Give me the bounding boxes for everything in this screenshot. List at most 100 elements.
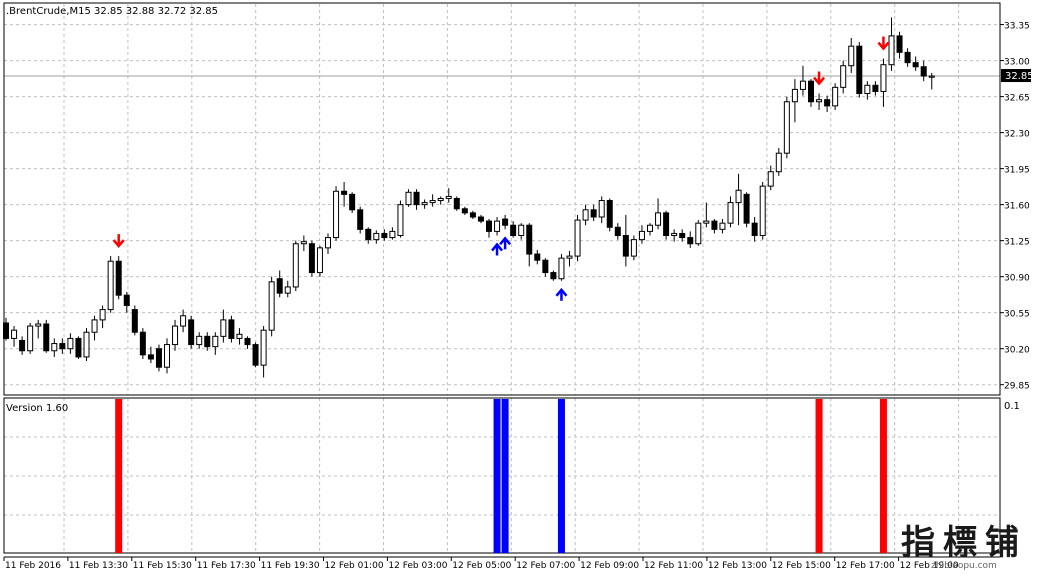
candle	[236, 328, 243, 345]
candle-body	[268, 281, 275, 331]
candle-body	[864, 84, 871, 95]
candle	[333, 186, 340, 241]
candle	[123, 292, 130, 313]
candle	[83, 328, 90, 362]
candle	[791, 79, 798, 123]
candle-body	[703, 220, 710, 224]
candle-body	[904, 51, 911, 64]
candle	[35, 319, 42, 339]
candle	[365, 227, 372, 244]
candle-body	[180, 315, 187, 327]
candle	[445, 188, 452, 203]
candle	[188, 315, 195, 349]
candles	[3, 17, 935, 378]
candle-body	[59, 343, 66, 350]
candle	[799, 65, 806, 96]
candle-body	[115, 260, 122, 296]
candle-body	[912, 62, 919, 68]
buy-signal-bar	[493, 399, 501, 553]
candle	[687, 231, 694, 248]
buy-arrow-icon	[491, 242, 504, 256]
candle	[75, 336, 82, 359]
price-tick-label: 31.60	[1004, 202, 1030, 212]
price-tick-label: 30.55	[1004, 310, 1030, 320]
candle	[204, 332, 211, 351]
candle-body	[236, 333, 243, 339]
candle-body	[928, 75, 935, 78]
candle	[816, 93, 823, 110]
candle-body	[655, 212, 662, 226]
candle-body	[783, 101, 790, 154]
candle-body	[799, 80, 806, 90]
candle-body	[405, 191, 412, 206]
time-tick-label: 12 Feb 03:00	[388, 561, 447, 571]
candle-body	[341, 190, 348, 195]
candle	[856, 42, 863, 98]
time-tick-label: 12 Feb 11:00	[644, 561, 703, 571]
candle	[461, 206, 468, 215]
price-tick-label: 30.20	[1004, 346, 1030, 356]
candle-body	[445, 195, 452, 199]
candle-body	[453, 197, 460, 210]
candle	[832, 83, 839, 110]
candle	[614, 223, 621, 240]
candle-body	[614, 226, 621, 237]
candle	[743, 192, 750, 228]
time-tick-label: 12 Feb 09:00	[580, 561, 639, 571]
time-tick-label: 11 Feb 17:30	[197, 561, 256, 571]
candle-body	[775, 152, 782, 173]
candle	[502, 214, 509, 230]
candle	[421, 199, 428, 209]
candle-body	[172, 325, 179, 346]
candle-body	[920, 66, 927, 77]
candle	[759, 182, 766, 240]
buy-arrow-icon	[499, 236, 512, 250]
candle	[429, 194, 436, 207]
candle-body	[735, 189, 742, 204]
candle	[630, 235, 637, 261]
candle-body	[220, 319, 227, 337]
candle-body	[598, 200, 605, 218]
candle	[51, 338, 58, 357]
candle-body	[824, 99, 831, 107]
candle	[558, 254, 565, 281]
candle-body	[333, 190, 340, 239]
candle	[606, 198, 613, 232]
candle	[703, 202, 710, 228]
candle	[172, 319, 179, 351]
candle	[671, 229, 678, 242]
candle	[107, 256, 114, 313]
grid	[4, 4, 1000, 553]
watermark-main: 指標铺	[901, 523, 1027, 563]
candle-body	[494, 220, 501, 232]
candle	[880, 58, 887, 107]
candle-body	[260, 329, 267, 366]
price-axis[interactable]: 33.35 33.00 32.65 32.30 31.95 31.60 31.25 30.90…	[1000, 22, 1030, 392]
candle-body	[687, 237, 694, 245]
candle	[196, 332, 203, 349]
candle-body	[566, 255, 573, 259]
candle	[751, 216, 758, 242]
candle	[896, 31, 903, 59]
candle-body	[155, 348, 162, 368]
candle	[180, 309, 187, 333]
candle-body	[606, 200, 613, 228]
candle-body	[365, 228, 372, 241]
candle-body	[244, 337, 251, 346]
candle	[437, 196, 444, 205]
time-tick-label: 12 Feb 17:00	[836, 561, 895, 571]
candle-body	[502, 218, 509, 226]
candle-body	[284, 286, 291, 294]
price-tick-label: 33.00	[1004, 58, 1030, 68]
candle	[582, 204, 589, 226]
candle-body	[139, 331, 146, 356]
buy-signal-bar	[501, 399, 509, 553]
candle-body	[27, 325, 34, 352]
candle	[260, 326, 267, 378]
time-tick-label: 12 Feb 01:00	[325, 561, 384, 571]
candle-body	[349, 193, 356, 211]
time-axis[interactable]: 11 Feb 2016 11 Feb 13:30 11 Feb 15:30 11 Fe…	[3, 557, 959, 571]
candle-body	[832, 86, 839, 107]
